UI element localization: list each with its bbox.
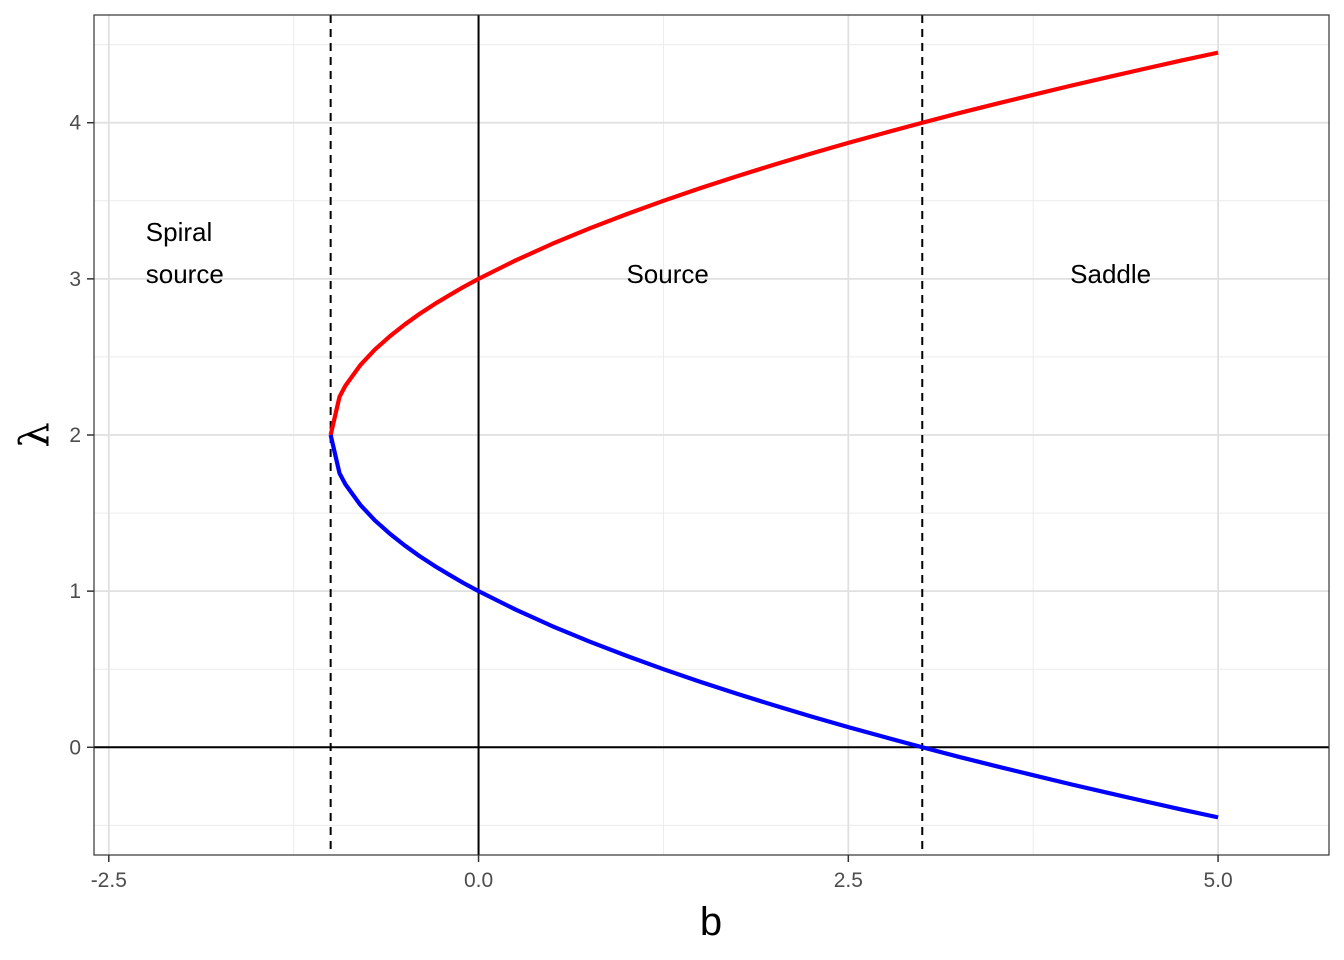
y-tick-label: 1 xyxy=(69,580,81,603)
x-tick-label: 0.0 xyxy=(464,869,493,892)
x-axis-title: b xyxy=(700,900,722,944)
x-tick-label: 5.0 xyxy=(1203,869,1232,892)
series-line-1 xyxy=(328,434,1219,820)
region-label: Source xyxy=(626,259,708,289)
x-axis: -2.5 0.0 2.5 5.0 xyxy=(91,855,1233,892)
series-layer xyxy=(328,50,1219,820)
minor-grid xyxy=(94,15,1329,855)
x-tick-label: -2.5 xyxy=(91,869,127,892)
y-tick-label: 2 xyxy=(69,424,81,447)
annotations: Spiral source Source Saddle xyxy=(146,217,1151,289)
region-label: Saddle xyxy=(1070,259,1151,289)
y-tick-label: 0 xyxy=(69,736,81,759)
reference-lines xyxy=(94,15,1329,855)
plot-panel: Spiral source Source Saddle xyxy=(93,14,1330,856)
region-label: Spiral xyxy=(146,217,212,247)
y-tick-label: 4 xyxy=(69,112,81,135)
series-line-0 xyxy=(328,50,1219,436)
y-axis: 0 1 2 3 4 xyxy=(69,112,94,759)
y-tick-label: 3 xyxy=(69,268,81,291)
region-label: source xyxy=(146,259,224,289)
x-tick-label: 2.5 xyxy=(834,869,863,892)
y-axis-title: λ xyxy=(12,422,58,447)
